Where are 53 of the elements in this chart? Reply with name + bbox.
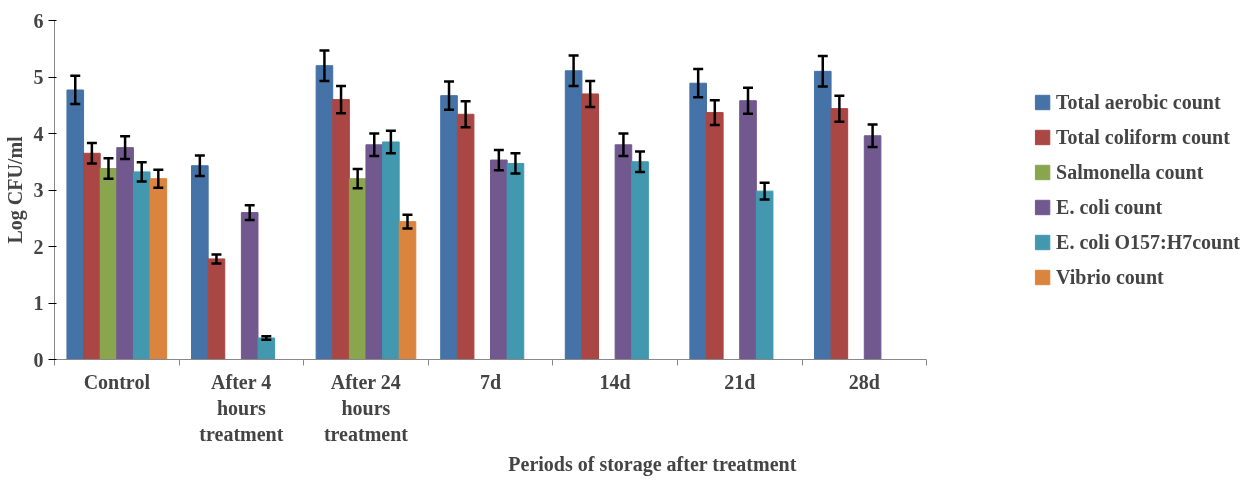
bar [257, 337, 276, 360]
bar [315, 65, 334, 360]
bar [83, 152, 101, 360]
bar [382, 141, 400, 360]
x-tick-label: 14d [599, 370, 631, 393]
bar [99, 168, 118, 360]
y-tick-label: 1 [33, 292, 44, 314]
bar [456, 113, 475, 360]
legend-label: Salmonella count [1056, 160, 1204, 184]
y-axis-title: Log CFU/ml [3, 135, 27, 244]
bar [631, 161, 649, 360]
bar [863, 135, 882, 360]
bar [398, 221, 417, 360]
legend-label: E. coli O157:H7count [1056, 230, 1240, 254]
bar [813, 70, 832, 360]
bar [149, 178, 168, 360]
y-tick-label: 2 [33, 235, 44, 258]
bar [564, 70, 583, 360]
y-tick-label: 3 [33, 179, 44, 201]
y-tick-label: 6 [33, 9, 44, 32]
bar [348, 178, 367, 360]
legend-label: E. coli count [1056, 195, 1163, 219]
bar [689, 82, 707, 360]
bar [66, 89, 85, 360]
x-tick-label: 7d [479, 370, 502, 393]
bar [365, 144, 384, 360]
y-tick-label: 0 [33, 348, 44, 371]
legend-label: Total coliform count [1056, 125, 1230, 149]
legend-label: Total aerobic count [1056, 90, 1221, 114]
x-tick-label: 28d [848, 370, 880, 393]
legend-label: Vibrio count [1056, 265, 1164, 289]
bar [506, 162, 525, 360]
x-tick-label: 21d [724, 370, 756, 393]
bar [581, 93, 600, 360]
x-tick-label: After 24 hours treatment [323, 370, 409, 446]
x-axis-title: Periods of storage after treatment [508, 453, 797, 477]
bar [332, 99, 350, 360]
y-tick-label: 5 [33, 66, 44, 88]
bar [755, 190, 774, 360]
bar [116, 147, 134, 360]
bar [207, 258, 226, 360]
bar [490, 159, 508, 360]
x-tick-label: After 4 hours treatment [199, 370, 284, 446]
bar [614, 144, 633, 360]
bar [830, 108, 849, 360]
y-tick-label: 4 [33, 122, 44, 145]
bar [739, 100, 757, 360]
bar [132, 171, 151, 360]
bar [440, 95, 458, 360]
x-tick-label: Control [83, 370, 151, 393]
bar [705, 112, 724, 360]
bar [191, 165, 209, 360]
bar [240, 212, 259, 360]
